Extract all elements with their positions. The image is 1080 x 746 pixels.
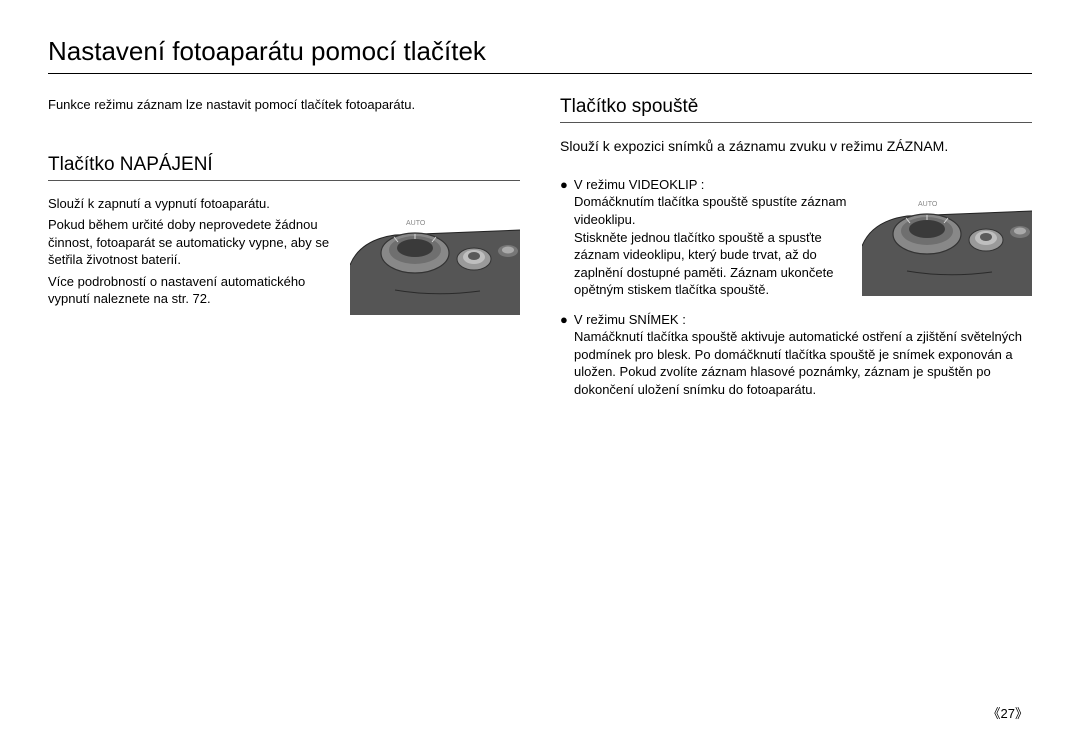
svg-text:AUTO: AUTO bbox=[406, 220, 426, 227]
shutter-button-heading: Tlačítko spouště bbox=[560, 96, 1032, 123]
power-p1: Slouží k zapnutí a vypnutí fotoaparátu. bbox=[48, 195, 338, 213]
left-column: Funkce režimu záznam lze nastavit pomocí… bbox=[48, 96, 520, 398]
bullet-icon: ● bbox=[560, 311, 568, 329]
bullet1-p1: Domáčknutím tlačítka spouště spustíte zá… bbox=[560, 193, 850, 228]
intro-text: Funkce režimu záznam lze nastavit pomocí… bbox=[48, 96, 520, 114]
power-button-heading: Tlačítko NAPÁJENÍ bbox=[48, 154, 520, 181]
bullet2-p1: Namáčknutí tlačítka spouště aktivuje aut… bbox=[560, 328, 1032, 398]
bullet1-label: V režimu VIDEOKLIP : bbox=[574, 176, 705, 194]
shutter-row: ● V režimu VIDEOKLIP : Domáčknutím tlačí… bbox=[560, 176, 1032, 299]
power-row: Slouží k zapnutí a vypnutí fotoaparátu. … bbox=[48, 195, 520, 315]
page-title: Nastavení fotoaparátu pomocí tlačítek bbox=[48, 36, 1032, 74]
shutter-text: ● V režimu VIDEOKLIP : Domáčknutím tlačí… bbox=[560, 176, 850, 299]
camera-image-right: AUTO bbox=[862, 176, 1032, 296]
columns: Funkce režimu záznam lze nastavit pomocí… bbox=[48, 96, 1032, 398]
bullet-videoklip: ● V režimu VIDEOKLIP : bbox=[560, 176, 850, 194]
bullet2-label: V režimu SNÍMEK : bbox=[574, 311, 686, 329]
power-p3: Více podrobností o nastavení automatické… bbox=[48, 273, 338, 308]
power-text: Slouží k zapnutí a vypnutí fotoaparátu. … bbox=[48, 195, 338, 312]
svg-text:AUTO: AUTO bbox=[918, 201, 938, 208]
bullet1-p2: Stiskněte jednou tlačítko spouště a spus… bbox=[560, 229, 850, 299]
bullet-snimek: ● V režimu SNÍMEK : bbox=[560, 311, 1032, 329]
shutter-sub: Slouží k expozici snímků a záznamu zvuku… bbox=[560, 137, 1032, 156]
power-p2: Pokud během určité doby neprovedete žádn… bbox=[48, 216, 338, 269]
camera-image-left: AUTO bbox=[350, 195, 520, 315]
page-number: 《27》 bbox=[988, 703, 1028, 722]
right-column: Tlačítko spouště Slouží k expozici snímk… bbox=[560, 96, 1032, 398]
bullet-icon: ● bbox=[560, 176, 568, 194]
shutter-lower: ● V režimu SNÍMEK : Namáčknutí tlačítka … bbox=[560, 311, 1032, 399]
